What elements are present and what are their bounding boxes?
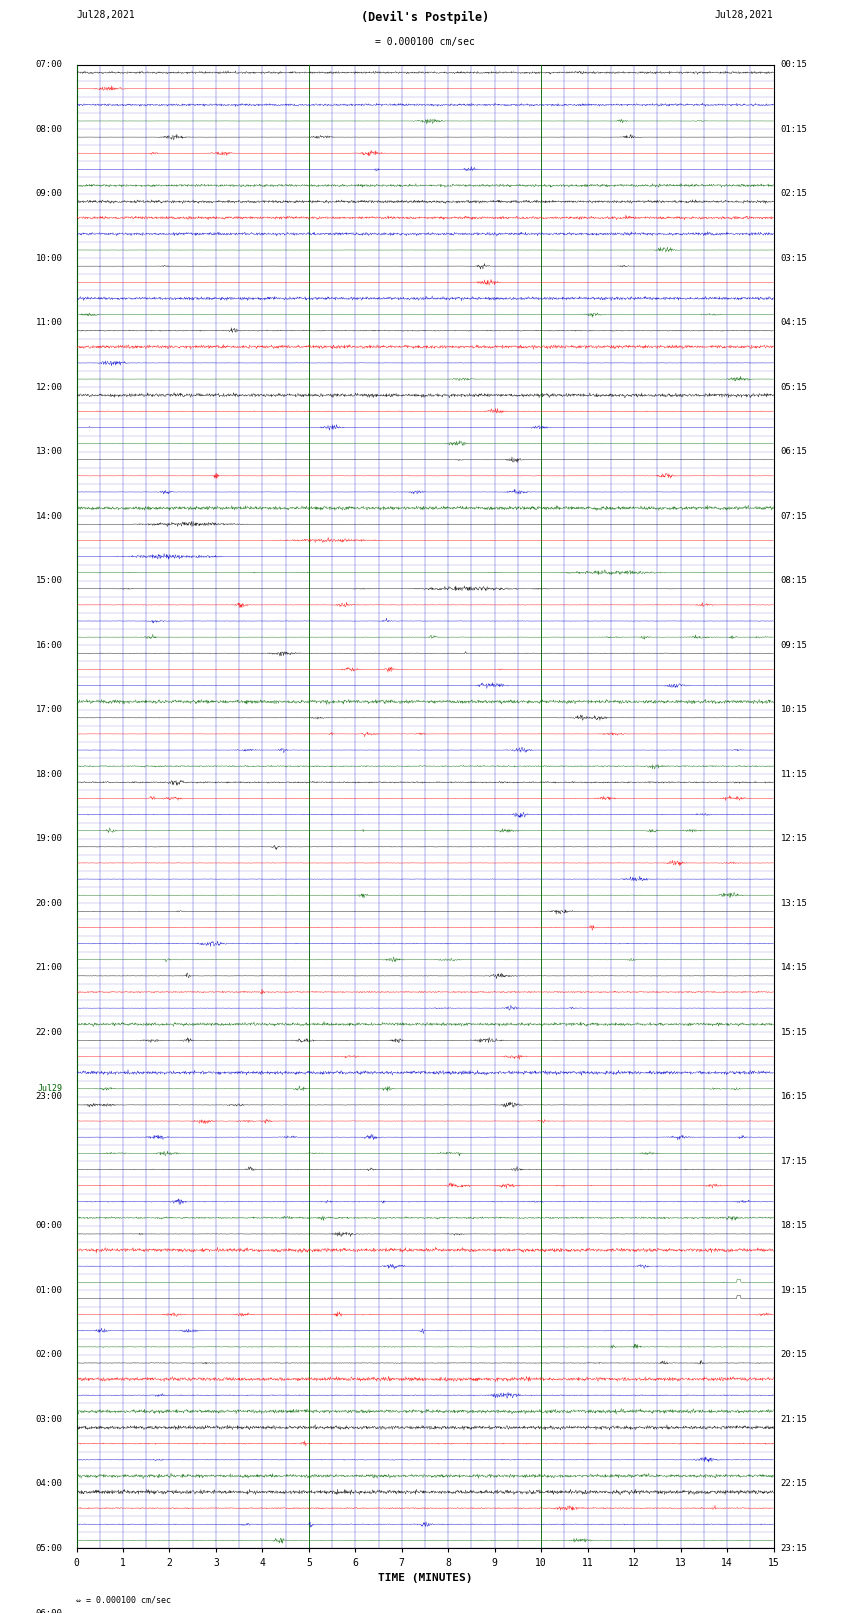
- Text: 13:00: 13:00: [36, 447, 63, 456]
- Text: 20:00: 20:00: [36, 898, 63, 908]
- Text: Jul28,2021: Jul28,2021: [715, 10, 774, 19]
- Text: 16:00: 16:00: [36, 640, 63, 650]
- Text: 06:15: 06:15: [780, 447, 808, 456]
- Text: 12:15: 12:15: [780, 834, 808, 844]
- Text: (Devil's Postpile): (Devil's Postpile): [361, 11, 489, 24]
- Text: 00:00: 00:00: [36, 1221, 63, 1231]
- Text: 16:15: 16:15: [780, 1092, 808, 1102]
- Text: 18:00: 18:00: [36, 769, 63, 779]
- Text: 01:00: 01:00: [36, 1286, 63, 1295]
- Text: 01:15: 01:15: [780, 124, 808, 134]
- Text: 07:15: 07:15: [780, 511, 808, 521]
- Text: 05:00: 05:00: [36, 1544, 63, 1553]
- Text: 12:00: 12:00: [36, 382, 63, 392]
- Text: 07:00: 07:00: [36, 60, 63, 69]
- Text: 14:00: 14:00: [36, 511, 63, 521]
- Text: 03:00: 03:00: [36, 1415, 63, 1424]
- Text: 17:00: 17:00: [36, 705, 63, 715]
- Text: 04:15: 04:15: [780, 318, 808, 327]
- Text: 22:15: 22:15: [780, 1479, 808, 1489]
- Text: 03:15: 03:15: [780, 253, 808, 263]
- Text: 00:15: 00:15: [780, 60, 808, 69]
- Text: 09:00: 09:00: [36, 189, 63, 198]
- Text: 15:00: 15:00: [36, 576, 63, 586]
- Text: ⇔ = 0.000100 cm/sec: ⇔ = 0.000100 cm/sec: [76, 1595, 172, 1605]
- Text: 20:15: 20:15: [780, 1350, 808, 1360]
- X-axis label: TIME (MINUTES): TIME (MINUTES): [377, 1573, 473, 1582]
- Text: 02:00: 02:00: [36, 1350, 63, 1360]
- Text: 22:00: 22:00: [36, 1027, 63, 1037]
- Text: 05:15: 05:15: [780, 382, 808, 392]
- Text: 21:00: 21:00: [36, 963, 63, 973]
- Text: 15:15: 15:15: [780, 1027, 808, 1037]
- Text: Jul29: Jul29: [37, 1084, 63, 1094]
- Text: 04:00: 04:00: [36, 1479, 63, 1489]
- Text: 11:15: 11:15: [780, 769, 808, 779]
- Text: 10:15: 10:15: [780, 705, 808, 715]
- Text: 18:15: 18:15: [780, 1221, 808, 1231]
- Text: 06:00: 06:00: [36, 1608, 63, 1613]
- Text: 09:15: 09:15: [780, 640, 808, 650]
- Text: 17:15: 17:15: [780, 1157, 808, 1166]
- Text: 02:15: 02:15: [780, 189, 808, 198]
- Text: 23:15: 23:15: [780, 1544, 808, 1553]
- Text: 10:00: 10:00: [36, 253, 63, 263]
- Text: 13:15: 13:15: [780, 898, 808, 908]
- Text: 14:15: 14:15: [780, 963, 808, 973]
- Text: 19:00: 19:00: [36, 834, 63, 844]
- Text: = 0.000100 cm/sec: = 0.000100 cm/sec: [375, 37, 475, 47]
- Text: 08:15: 08:15: [780, 576, 808, 586]
- Text: 21:15: 21:15: [780, 1415, 808, 1424]
- Text: 08:00: 08:00: [36, 124, 63, 134]
- Text: 11:00: 11:00: [36, 318, 63, 327]
- Text: 19:15: 19:15: [780, 1286, 808, 1295]
- Text: 23:00: 23:00: [36, 1092, 63, 1102]
- Text: Jul28,2021: Jul28,2021: [76, 10, 135, 19]
